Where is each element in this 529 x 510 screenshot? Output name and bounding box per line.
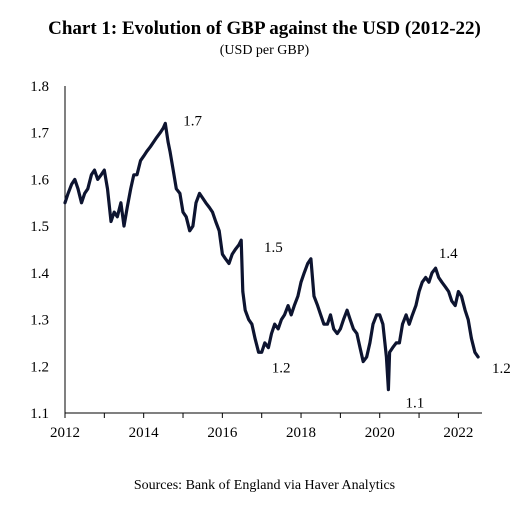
x-tick-label: 2018 xyxy=(286,425,316,441)
y-tick-label: 1.2 xyxy=(30,359,49,375)
y-tick-label: 1.6 xyxy=(30,172,49,188)
plot-area xyxy=(63,121,480,392)
chart-subtitle: (USD per GBP) xyxy=(219,43,310,58)
chart-source: Sources: Bank of England via Haver Analy… xyxy=(133,478,396,493)
y-tick-label: 1.3 xyxy=(30,313,49,329)
data-annotation: 1.5 xyxy=(264,240,283,256)
y-tick-label: 1.4 xyxy=(30,266,49,282)
data-annotation: 1.7 xyxy=(183,113,202,129)
data-annotation: 1.2 xyxy=(492,361,511,377)
data-annotation: 1.2 xyxy=(272,360,291,376)
axes: 1.1 1.2 1.3 1.4 1.5 1.6 1.7 1.8 2012 2014 2016 2018… xyxy=(30,79,482,441)
y-tick-label: 1.5 xyxy=(30,219,49,235)
x-tick-label: 2022 xyxy=(443,425,473,441)
x-tick-label: 2014 xyxy=(129,425,160,441)
data-annotation: 1.1 xyxy=(406,396,425,412)
chart-title: Chart 1: Evolution of GBP against the US… xyxy=(48,18,481,39)
gbp-usd-line xyxy=(63,121,480,392)
x-tick-label: 2020 xyxy=(365,425,395,441)
x-tick-label: 2016 xyxy=(207,425,238,441)
x-tick-label: 2012 xyxy=(50,425,80,441)
y-tick-label: 1.1 xyxy=(30,406,49,422)
y-tick-label: 1.8 xyxy=(30,79,49,95)
y-tick-label: 1.7 xyxy=(30,126,49,142)
data-annotation: 1.4 xyxy=(439,246,458,262)
annotations: 1.7 1.5 1.2 1.4 1.1 1.2 xyxy=(183,113,510,411)
